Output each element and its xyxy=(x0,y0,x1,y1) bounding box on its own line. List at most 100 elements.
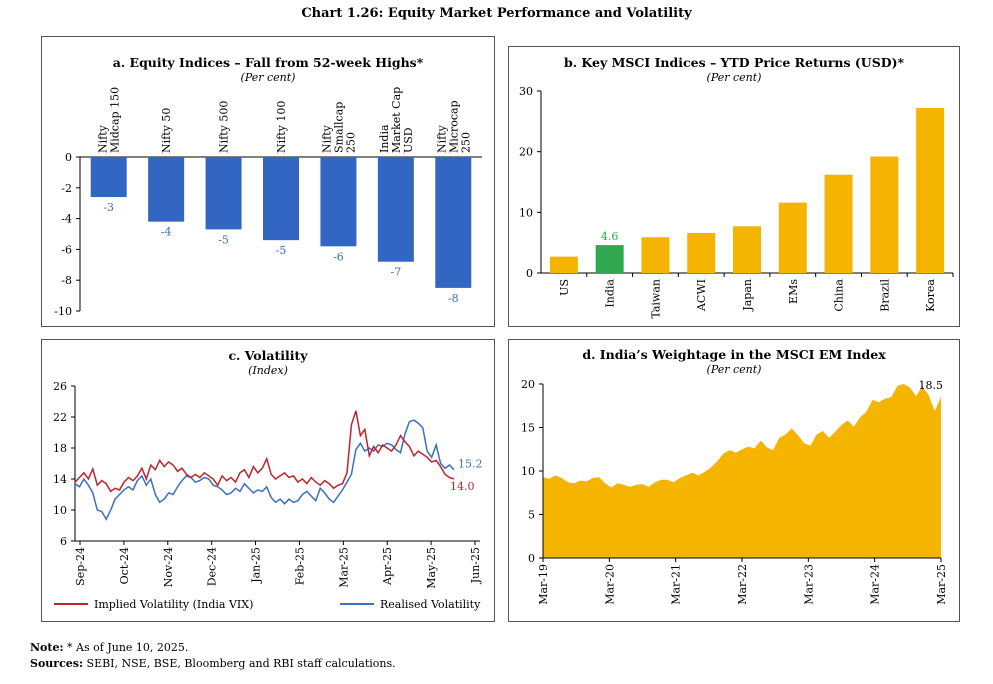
y-tick-label: -2 xyxy=(61,182,72,195)
bar xyxy=(687,232,716,273)
x-category-label: Nifty 50 xyxy=(160,108,173,153)
x-category-label: Nifty xyxy=(97,124,110,153)
bar xyxy=(778,202,807,273)
y-tick-label: 0 xyxy=(528,552,535,565)
area-end-label: 18.5 xyxy=(919,379,944,392)
series-line xyxy=(74,410,455,493)
end-label-implied: 14.0 xyxy=(450,480,475,493)
y-tick-label: 22 xyxy=(53,411,67,424)
x-tick-label: Mar-25 xyxy=(337,547,350,588)
x-tick-label: Mar-19 xyxy=(537,564,550,605)
x-tick-label: Jan-25 xyxy=(250,547,263,584)
panel-c: c. Volatility (Index) 6 10 14 18 22 26 Sep-24 Oct… xyxy=(41,339,495,622)
bar xyxy=(870,156,899,273)
x-category-label: China xyxy=(833,279,846,312)
y-tick-label: 15 xyxy=(521,422,535,435)
y-tick-label: -10 xyxy=(54,305,72,318)
y-tick-label: 10 xyxy=(519,206,533,219)
area-fill xyxy=(543,384,941,558)
y-tick-label: 0 xyxy=(526,267,533,280)
x-tick-label: Mar-25 xyxy=(935,564,948,605)
bar xyxy=(435,157,472,288)
chart-title: c. Volatility xyxy=(228,348,308,363)
y-tick-label: 6 xyxy=(60,535,67,548)
sources-line: Sources: SEBI, NSE, BSE, Bloomberg and R… xyxy=(30,657,396,670)
chart-title: b. Key MSCI Indices – YTD Price Returns … xyxy=(564,55,905,70)
chart-b-svg: b. Key MSCI Indices – YTD Price Returns … xyxy=(519,55,954,319)
x-tick-label: Apr-25 xyxy=(381,547,394,586)
x-category-label: Korea xyxy=(924,279,937,312)
x-category-label: Taiwan xyxy=(649,279,662,319)
legend-label-realised: Realised Volatility xyxy=(380,598,481,611)
y-tick-label: 18 xyxy=(53,442,67,455)
bar xyxy=(90,157,127,198)
note-text: * As of June 10, 2025. xyxy=(67,641,189,654)
series-line xyxy=(74,419,455,521)
bar xyxy=(824,174,853,273)
y-tick-label: 0 xyxy=(65,151,72,164)
bar xyxy=(148,157,185,222)
y-tick-label: 10 xyxy=(521,465,535,478)
bar-data-label: -5 xyxy=(218,233,229,246)
chart-subtitle: (Per cent) xyxy=(241,71,296,84)
x-tick-label: Mar-20 xyxy=(603,564,616,605)
chart-a-svg: a. Equity Indices – Fall from 52-week Hi… xyxy=(54,55,482,318)
end-label-realised: 15.2 xyxy=(458,458,483,471)
x-tick-label: Mar-22 xyxy=(736,564,749,605)
page-title: Chart 1.26: Equity Market Performance an… xyxy=(301,6,692,21)
x-tick-label: Sep-24 xyxy=(74,547,87,586)
x-tick-label: May-25 xyxy=(425,547,438,589)
x-category-label: USD xyxy=(402,127,415,153)
x-category-label: Nifty xyxy=(435,124,448,153)
y-tick-label: 14 xyxy=(53,473,67,486)
x-category-label: ACWI xyxy=(695,279,708,312)
chart-subtitle: (Per cent) xyxy=(707,363,762,376)
bar xyxy=(595,245,624,273)
x-category-label: 250 xyxy=(459,132,472,153)
legend-label-implied: Implied Volatility (India VIX) xyxy=(94,598,253,611)
y-tick-label: -4 xyxy=(61,213,72,226)
bar xyxy=(320,157,357,247)
x-category-label: Smallcap xyxy=(332,102,345,153)
x-category-label: Market Cap xyxy=(390,87,403,153)
y-tick-label: -6 xyxy=(61,243,72,256)
x-category-label: Nifty 500 xyxy=(218,101,231,153)
x-category-label: Nifty 100 xyxy=(275,101,288,153)
panel-a: a. Equity Indices – Fall from 52-week Hi… xyxy=(41,36,495,327)
panel-b: b. Key MSCI Indices – YTD Price Returns … xyxy=(508,46,960,327)
chart-subtitle: (Index) xyxy=(248,364,288,377)
y-tick-label: 5 xyxy=(528,509,535,522)
chart-c-svg: c. Volatility(Index) 6 10 14 18 22 26 Sep-24 Oct… xyxy=(53,348,483,611)
panel-d: d. India’s Weightage in the MSCI EM Inde… xyxy=(508,339,960,622)
bar-data-label: 4.6 xyxy=(601,230,619,243)
x-tick-label: Oct-24 xyxy=(118,547,131,584)
bar xyxy=(263,157,299,241)
bar-data-label: -6 xyxy=(333,250,344,263)
x-category-label: India xyxy=(604,279,617,308)
sources-label: Sources: xyxy=(30,657,84,670)
chart-title: d. India’s Weightage in the MSCI EM Inde… xyxy=(582,347,886,362)
x-category-label: Midcap 150 xyxy=(109,87,122,153)
bar xyxy=(641,237,670,273)
bar xyxy=(377,157,414,262)
bar xyxy=(916,107,945,273)
note-label: Note: xyxy=(30,641,64,654)
chart-subtitle: (Per cent) xyxy=(707,71,762,84)
y-tick-label: 26 xyxy=(53,380,67,393)
bar xyxy=(205,157,242,230)
x-tick-label: Jun-25 xyxy=(469,547,482,584)
x-category-label: EMs xyxy=(787,279,800,304)
x-category-label: Microcap xyxy=(447,100,460,153)
bar-data-label: -5 xyxy=(276,244,287,257)
y-tick-label: 20 xyxy=(521,378,535,391)
y-tick-label: 20 xyxy=(519,146,533,159)
x-tick-label: Mar-24 xyxy=(869,564,882,605)
x-tick-label: Dec-24 xyxy=(206,547,219,586)
x-category-label: Nifty xyxy=(320,124,333,153)
y-tick-label: -8 xyxy=(61,274,72,287)
x-tick-label: Nov-24 xyxy=(162,547,175,587)
x-category-label: Japan xyxy=(741,279,754,312)
bar xyxy=(733,226,761,273)
bar-data-label: -3 xyxy=(103,201,114,214)
y-tick-label: 10 xyxy=(53,504,67,517)
